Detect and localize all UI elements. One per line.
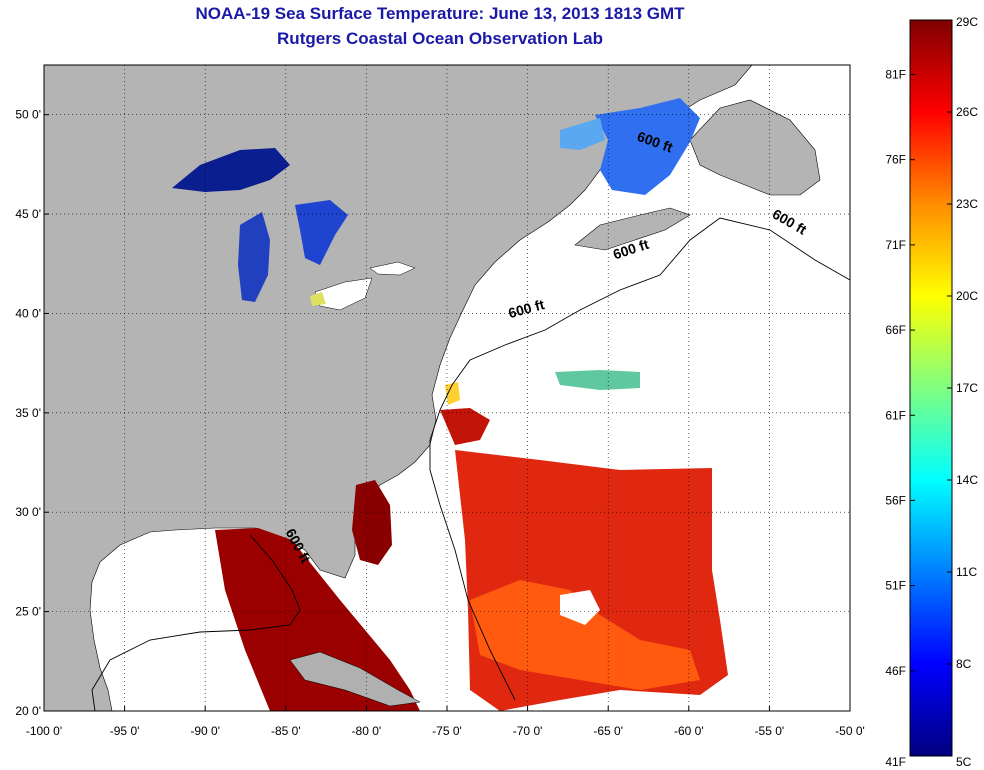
- latitude-ticks: 20 0' 25 0' 30 0' 35 0' 40 0' 45 0' 50 0': [15, 108, 49, 718]
- colorbar-fahrenheit-labels: 81F 76F 71F 66F 61F 56F 51F 46F 41F: [885, 68, 915, 769]
- fahrenheit-label: 46F: [885, 664, 906, 678]
- lat-tick-label: 30 0': [15, 505, 41, 519]
- fahrenheit-label: 56F: [885, 493, 906, 507]
- celsius-label: 20C: [956, 289, 978, 303]
- colorbar-celsius-labels: 29C 26C 23C 20C 17C 14C 11C 8C 5C: [947, 15, 978, 769]
- fahrenheit-label: 51F: [885, 579, 906, 593]
- fahrenheit-label: 71F: [885, 238, 906, 252]
- lat-tick-label: 20 0': [15, 704, 41, 718]
- lon-tick-label: -70 0': [513, 724, 543, 738]
- lat-tick-label: 35 0': [15, 406, 41, 420]
- lon-tick-label: -75 0': [432, 724, 462, 738]
- lon-tick-label: -100 0': [26, 724, 62, 738]
- celsius-label: 8C: [956, 657, 972, 671]
- celsius-label: 23C: [956, 197, 978, 211]
- celsius-label: 26C: [956, 105, 978, 119]
- newfoundland-land: [689, 99, 821, 196]
- colorbar-gradient: [909, 19, 953, 757]
- fahrenheit-label: 81F: [885, 68, 906, 82]
- isobath-600ft: [429, 217, 850, 701]
- st-lawrence-sst: [560, 98, 700, 195]
- sst-map: -100 0' -95 0' -90 0' -85 0' -80 0' -75 0' -70…: [15, 64, 865, 738]
- fahrenheit-label: 76F: [885, 153, 906, 167]
- celsius-label: 29C: [956, 15, 978, 29]
- lon-tick-label: -90 0': [190, 724, 220, 738]
- gulf-sst: [215, 480, 421, 711]
- lon-tick-label: -60 0': [674, 724, 704, 738]
- celsius-label: 14C: [956, 473, 978, 487]
- atlantic-sst: [440, 370, 728, 711]
- lon-tick-label: -50 0': [835, 724, 865, 738]
- north-america-land: [44, 65, 753, 711]
- lat-tick-label: 25 0': [15, 605, 41, 619]
- great-lakes: [172, 148, 416, 311]
- isobath-600ft-gulf: [91, 534, 301, 711]
- map-title: NOAA-19 Sea Surface Temperature: June 13…: [195, 4, 685, 23]
- celsius-label: 5C: [956, 755, 972, 769]
- lon-tick-label: -85 0': [271, 724, 301, 738]
- fahrenheit-label: 41F: [885, 755, 906, 769]
- lat-tick-label: 40 0': [15, 306, 41, 320]
- fahrenheit-label: 61F: [885, 408, 906, 422]
- lon-tick-label: -55 0': [755, 724, 785, 738]
- lon-tick-label: -80 0': [352, 724, 382, 738]
- lat-tick-label: 45 0': [15, 207, 41, 221]
- lon-tick-label: -95 0': [110, 724, 140, 738]
- celsius-label: 17C: [956, 381, 978, 395]
- celsius-label: 11C: [956, 565, 977, 579]
- lon-tick-label: -65 0': [593, 724, 623, 738]
- longitude-ticks: -100 0' -95 0' -90 0' -85 0' -80 0' -75 0' -70…: [26, 706, 865, 738]
- lat-tick-label: 50 0': [15, 108, 41, 122]
- fahrenheit-label: 66F: [885, 323, 906, 337]
- map-subtitle: Rutgers Coastal Ocean Observation Lab: [277, 29, 603, 48]
- nova-scotia-land: [574, 207, 691, 251]
